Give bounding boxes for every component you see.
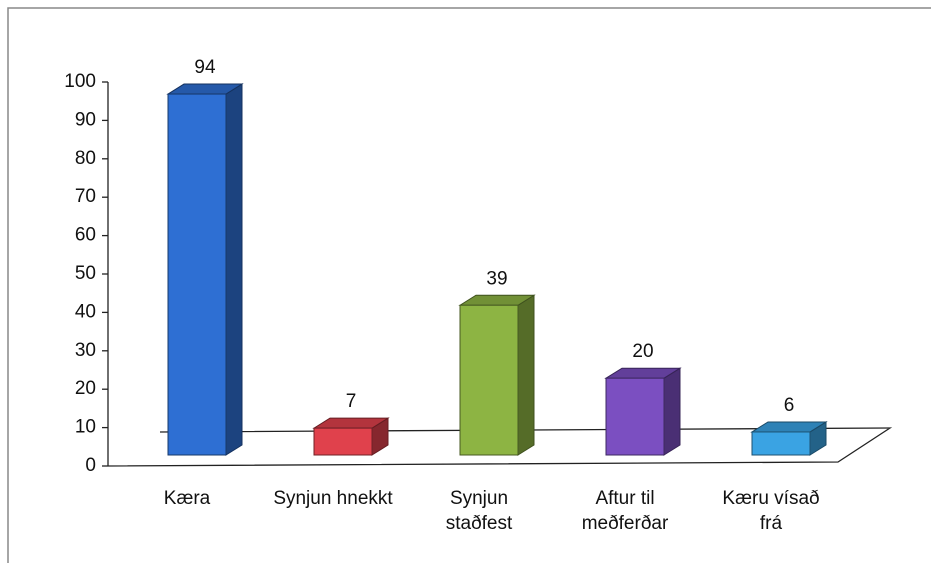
bar: [605, 377, 665, 456]
y-tick-label: 50: [75, 263, 96, 284]
value-label: 20: [632, 341, 653, 362]
value-label: 39: [486, 268, 507, 289]
x-tick-label: Kæru vísað frá: [722, 488, 820, 534]
value-label: 94: [194, 57, 216, 78]
y-tick-label: 60: [75, 225, 96, 246]
bar-side: [663, 367, 681, 456]
y-tick-label: 10: [75, 417, 96, 438]
y-tick-label: 90: [75, 109, 96, 130]
frame: [7, 7, 931, 563]
value-label: 7: [346, 391, 357, 412]
bar: [313, 427, 373, 456]
y-tick-label: 30: [75, 340, 96, 361]
y-tick-label: 80: [75, 148, 96, 169]
y-tick-label: 70: [75, 186, 96, 207]
y-tick-label: 20: [75, 378, 96, 399]
x-tick-label: Kæra: [163, 488, 211, 509]
x-tick-label: Synjun staðfest: [445, 488, 513, 534]
bar: [751, 431, 811, 456]
bar-side: [517, 294, 535, 456]
bar: [459, 304, 519, 456]
y-tick-label: 0: [85, 455, 96, 476]
bar: [167, 93, 227, 456]
y-tick-label: 40: [75, 301, 96, 322]
bar-side: [225, 83, 243, 456]
x-tick-label: Aftur til meðferðar: [581, 488, 669, 534]
y-tick-label: 100: [64, 71, 96, 92]
x-tick-label: Synjun hnekkt: [273, 488, 393, 509]
value-label: 6: [784, 395, 795, 416]
